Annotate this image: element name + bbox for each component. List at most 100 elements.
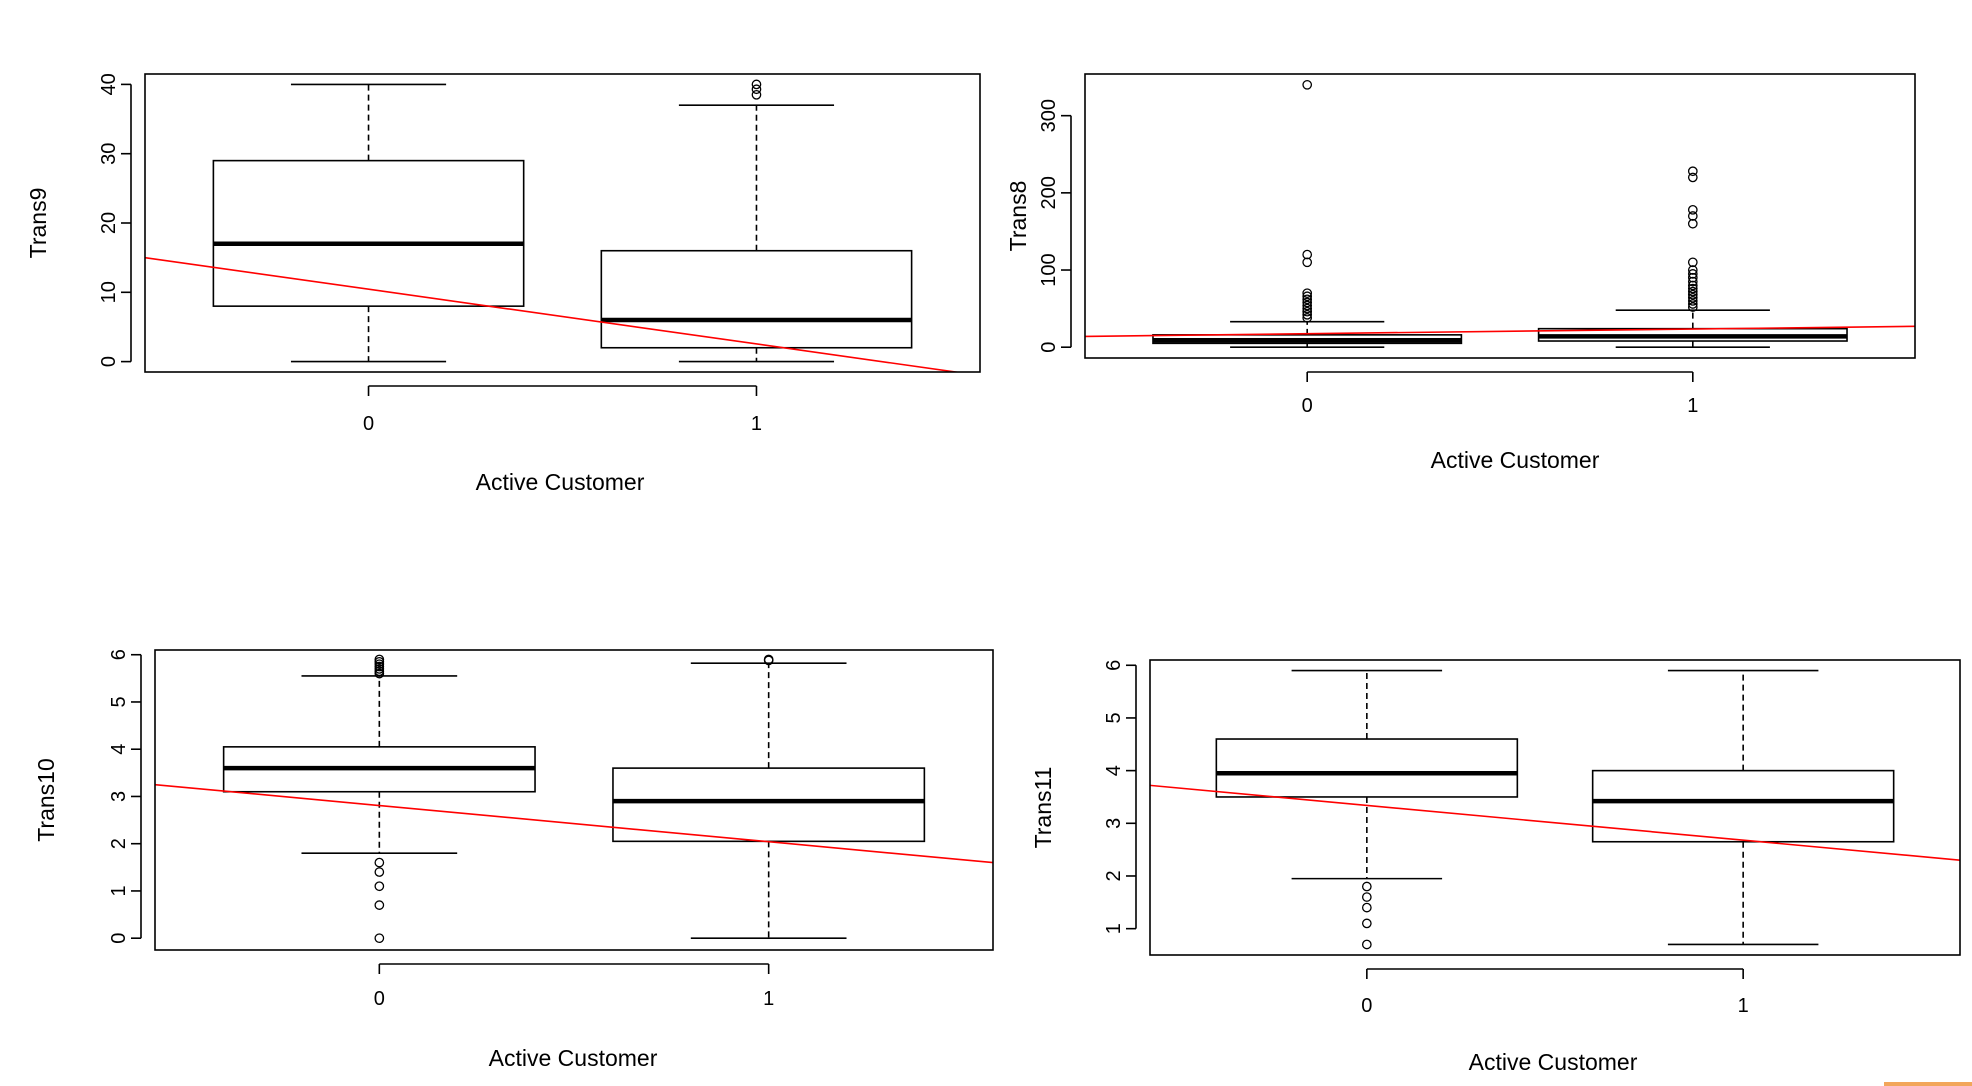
corner-accent — [1884, 1082, 1972, 1086]
outlier-point — [1687, 211, 1698, 221]
x-axis-title: Active Customer — [489, 1045, 658, 1071]
x-tick-label: 1 — [751, 413, 762, 435]
y-tick-label: 1 — [1103, 923, 1125, 934]
box-0 — [212, 83, 525, 363]
outlier-point — [1687, 269, 1698, 279]
trend-line — [1150, 784, 1960, 861]
outlier-point — [1302, 79, 1313, 90]
outlier-point — [1687, 286, 1698, 297]
outlier-point — [1687, 296, 1698, 306]
outlier-point — [1687, 280, 1698, 291]
y-tick-label: 0 — [1038, 342, 1060, 353]
outlier-point — [374, 857, 385, 868]
outlier-point — [374, 900, 385, 910]
y-tick-label: 100 — [1038, 253, 1060, 286]
outlier-point — [1302, 294, 1313, 305]
x-tick-label: 0 — [374, 988, 385, 1010]
outlier-point — [1687, 276, 1698, 287]
outlier-point — [751, 79, 762, 90]
outlier-point — [1687, 292, 1698, 303]
outlier-point — [1361, 892, 1372, 902]
outlier-point — [1687, 299, 1698, 309]
y-tick-label: 3 — [1103, 818, 1125, 829]
outlier-point — [1687, 283, 1698, 294]
y-tick-label: 1 — [108, 885, 130, 896]
outlier-point — [1687, 302, 1698, 312]
trend-line — [1085, 325, 1915, 338]
x-tick-label: 0 — [363, 413, 374, 435]
y-axis-title: Trans11 — [1030, 767, 1056, 849]
outlier-point — [374, 933, 385, 944]
outlier-point — [1687, 218, 1698, 229]
outlier-point — [374, 867, 385, 877]
outlier-point — [1687, 172, 1698, 183]
outlier-point — [1361, 881, 1372, 892]
plot-frame — [154, 649, 994, 951]
y-axis-title: Trans8 — [1005, 181, 1031, 252]
y-tick-label: 30 — [98, 143, 120, 165]
outlier-point — [1302, 303, 1313, 314]
outlier-point — [374, 881, 385, 892]
y-tick-label: 2 — [1103, 870, 1125, 881]
outlier-point — [1687, 204, 1698, 215]
iqr-box — [1591, 769, 1895, 843]
y-tick-label: 4 — [108, 744, 130, 755]
iqr-box — [600, 249, 913, 349]
box-1 — [1537, 166, 1848, 348]
outlier-point — [751, 84, 762, 95]
outlier-point — [1302, 313, 1313, 323]
panel-4: 1 2 3 4 5 6 0 1 Active Customer Trans11 — [1030, 659, 1961, 1075]
outlier-point — [1687, 257, 1698, 268]
x-tick-label: 1 — [1738, 995, 1749, 1017]
panel-2: 0 100 200 300 0 1 Active Customer Trans8 — [1005, 73, 1916, 473]
plot-frame — [1149, 659, 1961, 956]
plot-frame — [144, 73, 981, 373]
outlier-point — [1302, 306, 1313, 317]
box-1 — [612, 654, 926, 939]
y-tick-label: 0 — [98, 356, 120, 367]
outlier-point — [1687, 289, 1698, 300]
y-tick-label: 10 — [98, 281, 120, 303]
trend-line — [145, 256, 962, 372]
y-tick-label: 5 — [1103, 712, 1125, 723]
outlier-point — [1687, 272, 1698, 283]
outlier-point — [1687, 265, 1698, 275]
box-0 — [222, 654, 536, 944]
iqr-box — [212, 159, 525, 307]
outlier-point — [1302, 257, 1313, 268]
outlier-point — [763, 654, 774, 665]
x-tick-label: 1 — [1687, 395, 1698, 417]
outlier-point — [1361, 902, 1372, 913]
box-0 — [1152, 79, 1463, 348]
box-1 — [1591, 669, 1895, 946]
y-tick-label: 5 — [108, 696, 130, 707]
iqr-box — [612, 767, 926, 843]
y-tick-label: 40 — [98, 73, 120, 95]
x-tick-label: 0 — [1302, 395, 1313, 417]
y-axis-title: Trans9 — [25, 188, 51, 259]
y-tick-label: 300 — [1038, 99, 1060, 132]
y-tick-label: 3 — [108, 791, 130, 802]
y-tick-label: 4 — [1103, 765, 1125, 776]
panel-3: 0 1 2 3 4 5 6 0 1 Active Customer Trans10 — [33, 649, 994, 1071]
x-axis-title: Active Customer — [476, 469, 645, 495]
outlier-point — [1302, 249, 1313, 260]
x-tick-label: 1 — [763, 988, 774, 1010]
box-0 — [1215, 669, 1519, 950]
outlier-point — [1361, 939, 1372, 950]
y-tick-label: 6 — [1103, 660, 1125, 671]
x-axis-title: Active Customer — [1469, 1049, 1638, 1075]
outlier-point — [1687, 166, 1698, 177]
iqr-box — [1215, 738, 1519, 798]
outlier-point — [1302, 297, 1313, 308]
outlier-point — [374, 654, 385, 665]
y-axis-title: Trans10 — [33, 758, 59, 842]
outlier-point — [1302, 291, 1313, 302]
y-tick-label: 6 — [108, 649, 130, 660]
outlier-point — [1361, 918, 1372, 929]
plot-frame — [1084, 73, 1916, 359]
y-tick-label: 200 — [1038, 176, 1060, 209]
outlier-point — [751, 89, 762, 100]
outlier-point — [1302, 288, 1313, 299]
